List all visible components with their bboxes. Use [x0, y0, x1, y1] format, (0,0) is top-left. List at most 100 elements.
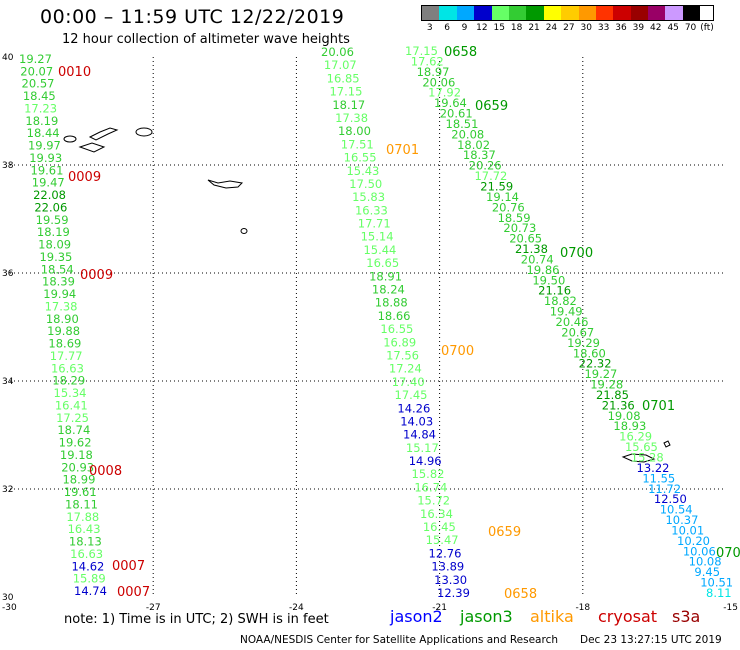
altika-time-label: 0700	[441, 344, 474, 359]
cryosat-wave-value: 17.77	[50, 349, 83, 363]
jason3-wave-value: 8.11	[706, 586, 732, 600]
page-title: 00:00 – 11:59 UTC 12/22/2019	[40, 6, 345, 28]
jason3-wave-value: 11.72	[648, 482, 681, 496]
jason3-wave-value: 16.29	[619, 430, 652, 444]
jason3-wave-value: 18.59	[498, 211, 531, 225]
jason3-wave-value: 18.93	[613, 419, 646, 433]
jason3-wave-value: 17.72	[474, 169, 507, 183]
cryosat-wave-value: 17.25	[56, 411, 89, 425]
cryosat-wave-value: 20.93	[61, 460, 94, 474]
cryosat-wave-value: 20.57	[22, 77, 55, 91]
legend-swatch-33	[595, 6, 614, 20]
jason3-wave-value: 18.60	[573, 346, 606, 360]
jason3-wave-value: 22.32	[579, 357, 612, 371]
legend-label-42: 42	[650, 23, 662, 33]
cryosat-wave-value: 19.62	[59, 436, 92, 450]
jason3-wave-value: 19.86	[527, 263, 560, 277]
cryosat-wave-value: 18.19	[25, 114, 58, 128]
legend-swatch-39	[630, 6, 649, 20]
island-santa-maria	[240, 228, 248, 234]
jason3-wave-value: 10.06	[683, 544, 716, 558]
wave-height-legend: 3 6 9 12 15 18 21 24 27 30 33 36 39 42 45 70 (ft)	[421, 5, 714, 33]
lat-lon-grid	[10, 57, 726, 597]
legend-label-15: 15	[493, 23, 505, 33]
jason3-time-label: 0659	[475, 99, 508, 114]
altika-wave-value: 18.88	[375, 296, 408, 310]
jason3-wave-value: 19.29	[567, 336, 600, 350]
jason3-wave-value: 20.76	[492, 200, 525, 214]
legend-label-30: 30	[580, 23, 592, 33]
island-sao-miguel	[207, 179, 244, 189]
jason3-wave-value: 20.46	[556, 315, 589, 329]
altika-wave-value: 18.17	[332, 98, 365, 112]
cryosat-wave-value: 18.69	[48, 337, 81, 351]
satellite-legend-jason3: jason3	[460, 607, 513, 626]
island-madeira	[621, 453, 656, 463]
island-porto-santo	[663, 440, 671, 448]
jason3-wave-value: 10.54	[660, 503, 693, 517]
cryosat-wave-value: 19.27	[19, 52, 52, 66]
jason3-time-label: 0658	[444, 45, 477, 60]
jason3-wave-value: 19.27	[584, 367, 617, 381]
cryosat-wave-value: 22.06	[34, 200, 67, 214]
cryosat-track: 19.2720.0720.5718.4517.2318.1918.4419.97…	[19, 52, 150, 600]
legend-swatch-45	[665, 6, 683, 20]
altika-time-label: 0701	[386, 143, 419, 158]
cryosat-wave-value: 16.41	[55, 398, 88, 412]
lat-tick-label: 40	[2, 53, 14, 63]
jason3-wave-value: 20.26	[469, 159, 502, 173]
jason3-time-label: 0701	[642, 399, 675, 414]
satellite-legend-cryosat: cryosat	[598, 607, 658, 626]
cryosat-wave-value: 17.38	[45, 299, 78, 313]
island-flores	[63, 135, 77, 143]
jason3-wave-value: 21.16	[538, 284, 571, 298]
altika-wave-value: 17.51	[341, 137, 374, 151]
jason3-wave-value: 15.28	[631, 451, 664, 465]
altika-wave-value: 15.43	[346, 164, 379, 178]
satellite-legend-jason2: jason2	[390, 607, 443, 626]
legend-swatch-21	[526, 6, 544, 20]
altika-wave-value: 17.50	[349, 177, 382, 191]
lat-tick-label: 38	[2, 161, 14, 171]
jason3-wave-value: 20.74	[521, 252, 554, 266]
altika-wave-value: 15.14	[361, 230, 394, 244]
lon-tick-label: -18	[575, 603, 590, 613]
cryosat-wave-value: 18.19	[37, 225, 70, 239]
legend-label-33: 33	[597, 23, 610, 33]
legend-label-6: 6	[444, 23, 450, 33]
altika-wave-value: 17.38	[335, 111, 368, 125]
jason3-wave-value: 15.65	[625, 440, 658, 454]
lon-tick-label: -24	[289, 603, 304, 613]
jason3-wave-value: 20.06	[422, 75, 455, 89]
jason3-wave-value: 9.45	[694, 565, 720, 579]
jason3-wave-value: 10.01	[671, 523, 704, 537]
legend-swatch-3	[422, 6, 440, 20]
cryosat-time-label: 0010	[58, 65, 91, 80]
altika-wave-value: 18.00	[338, 124, 371, 138]
legend-swatch-70	[682, 6, 701, 20]
cryosat-wave-value: 19.18	[60, 448, 93, 462]
cryosat-wave-value: 19.93	[29, 151, 62, 165]
altika-track: 20.0617.0716.8517.1518.1717.3818.0017.51…	[321, 45, 537, 602]
legend-swatch-9	[456, 6, 475, 20]
jason3-wave-value: 18.37	[463, 148, 496, 162]
jason3-wave-value: 19.64	[434, 96, 467, 110]
altika-wave-value: 16.74	[414, 480, 447, 494]
jason3-wave-value: 17.62	[411, 54, 444, 68]
cryosat-time-label: 0007	[117, 585, 150, 600]
altika-wave-value: 17.15	[329, 85, 362, 99]
altika-wave-value: 15.44	[363, 243, 396, 257]
cryosat-wave-value: 18.99	[62, 473, 95, 487]
altika-wave-value: 15.17	[406, 441, 439, 455]
cryosat-wave-value: 18.54	[41, 262, 74, 276]
jason3-wave-value: 17.92	[428, 86, 461, 100]
altika-wave-value: 16.89	[383, 335, 416, 349]
island-sao-jorge	[88, 127, 119, 141]
altika-wave-value: 16.45	[423, 520, 456, 534]
cryosat-wave-value: 17.23	[24, 101, 57, 115]
altika-wave-value: 20.06	[321, 45, 354, 59]
cryosat-wave-value: 19.59	[36, 213, 69, 227]
satellite-legend-s3a: s3a	[672, 607, 701, 626]
altika-wave-value: 12.39	[437, 586, 470, 600]
